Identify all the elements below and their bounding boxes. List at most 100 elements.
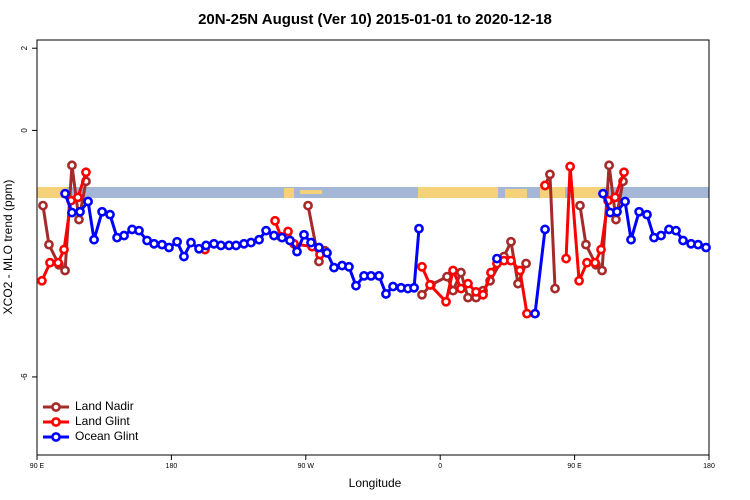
point bbox=[642, 209, 652, 220]
land-patch bbox=[574, 187, 604, 198]
point bbox=[277, 232, 287, 243]
point bbox=[59, 244, 69, 255]
point bbox=[38, 200, 48, 211]
land-patch bbox=[300, 190, 322, 194]
point bbox=[671, 225, 681, 236]
point bbox=[619, 167, 629, 178]
land-patch bbox=[540, 187, 565, 198]
point bbox=[60, 265, 70, 276]
point bbox=[270, 215, 280, 226]
point bbox=[610, 192, 620, 203]
point bbox=[506, 236, 516, 247]
point bbox=[73, 192, 83, 203]
point bbox=[374, 270, 384, 281]
x-tick-label: 90 E bbox=[30, 463, 45, 470]
point bbox=[626, 234, 636, 245]
point bbox=[201, 240, 211, 251]
point bbox=[540, 180, 550, 191]
point bbox=[701, 242, 711, 253]
point bbox=[67, 160, 77, 171]
map-strip bbox=[37, 187, 709, 198]
y-tick-label: 0 bbox=[20, 128, 29, 133]
point bbox=[565, 161, 576, 172]
point bbox=[506, 255, 516, 266]
point bbox=[388, 281, 398, 292]
point bbox=[303, 200, 313, 211]
point bbox=[417, 289, 427, 300]
point bbox=[574, 275, 584, 286]
y-tick-label: 2 bbox=[20, 45, 29, 50]
point bbox=[456, 267, 466, 278]
legend-marker bbox=[51, 417, 61, 427]
point bbox=[634, 206, 645, 217]
point bbox=[254, 234, 264, 245]
point bbox=[530, 308, 540, 319]
point bbox=[269, 230, 279, 241]
point bbox=[67, 207, 77, 218]
legend-label: Ocean Glint bbox=[75, 429, 139, 443]
point bbox=[611, 214, 621, 225]
point bbox=[486, 267, 496, 278]
x-tick-label: 0 bbox=[438, 463, 442, 470]
point bbox=[292, 246, 302, 257]
point bbox=[179, 251, 189, 262]
point bbox=[515, 265, 525, 276]
point bbox=[83, 196, 93, 207]
point bbox=[45, 257, 55, 268]
point bbox=[172, 236, 182, 247]
point bbox=[414, 223, 424, 234]
x-axis-label: Longitude bbox=[349, 476, 402, 490]
point bbox=[478, 289, 488, 300]
point bbox=[612, 206, 622, 217]
point bbox=[598, 188, 608, 199]
y-axis-label: XCO2 - MLO trend (ppm) bbox=[1, 180, 15, 315]
point bbox=[620, 196, 630, 207]
y-tick-label: -6 bbox=[20, 373, 29, 381]
point bbox=[119, 230, 129, 241]
point bbox=[37, 275, 47, 286]
point bbox=[604, 160, 614, 171]
point bbox=[441, 296, 451, 307]
chart-title: 20N-25N August (Ver 10) 2015-01-01 to 20… bbox=[198, 11, 552, 28]
point bbox=[590, 257, 600, 268]
point bbox=[53, 257, 63, 268]
point bbox=[678, 235, 688, 246]
point bbox=[314, 242, 324, 253]
point bbox=[344, 261, 354, 272]
x-tick-label: 90 W bbox=[298, 463, 315, 470]
point bbox=[521, 258, 531, 269]
point bbox=[366, 270, 376, 281]
point bbox=[540, 224, 550, 235]
x-tick-label: 180 bbox=[166, 463, 178, 470]
point bbox=[575, 200, 585, 211]
ocean-strip bbox=[37, 187, 709, 198]
point bbox=[44, 239, 54, 250]
point bbox=[550, 283, 560, 294]
point bbox=[81, 167, 91, 178]
point bbox=[693, 239, 703, 250]
point bbox=[60, 188, 70, 199]
land-patch bbox=[284, 188, 294, 198]
land-patch bbox=[418, 187, 498, 198]
point bbox=[299, 229, 309, 240]
point bbox=[381, 289, 391, 299]
point bbox=[322, 247, 332, 258]
point bbox=[231, 240, 241, 251]
point bbox=[582, 257, 592, 268]
point bbox=[216, 240, 226, 251]
point bbox=[97, 206, 108, 217]
point bbox=[656, 230, 666, 241]
point bbox=[456, 283, 466, 294]
point bbox=[306, 237, 316, 248]
point bbox=[596, 244, 606, 255]
plot-frame bbox=[36, 39, 710, 456]
point bbox=[75, 206, 85, 217]
x-tick-label: 180 bbox=[703, 463, 715, 470]
point bbox=[425, 279, 435, 290]
point bbox=[149, 238, 159, 249]
point bbox=[545, 169, 555, 180]
point bbox=[597, 265, 607, 276]
land-patch bbox=[37, 187, 67, 198]
point bbox=[285, 235, 295, 246]
